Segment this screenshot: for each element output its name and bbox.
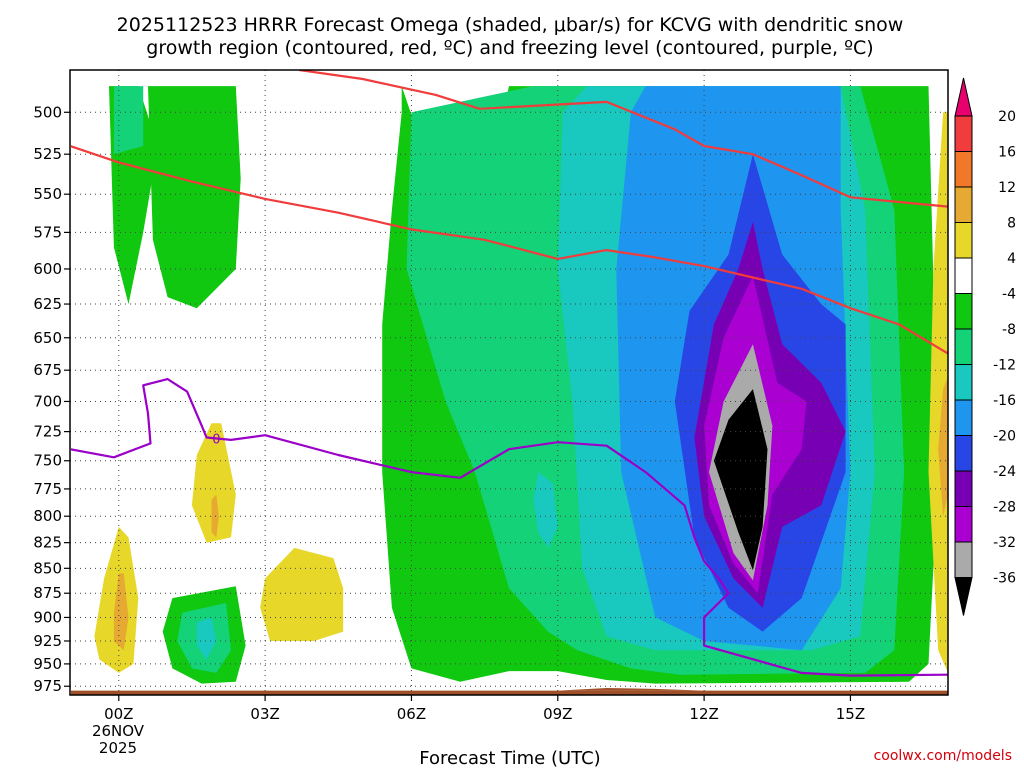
- terrain-strip: [71, 690, 948, 695]
- chart-title-line-1: 2025112523 HRRR Forecast Omega (shaded, …: [117, 14, 904, 36]
- y-tick-label-15: 875: [33, 584, 62, 602]
- y-tick-label-9: 725: [33, 423, 62, 441]
- omega-region-20: [260, 547, 344, 641]
- y-tick-label-6: 650: [33, 329, 62, 347]
- colorbar-label-5: -4: [1002, 287, 1016, 303]
- x-tick-label-1: 03Z: [250, 705, 279, 723]
- grid-lines: [70, 70, 948, 695]
- x-tick-label-2: 06Z: [397, 705, 426, 723]
- terrain-bump: [557, 688, 705, 691]
- credit: coolwx.com/models: [874, 748, 1012, 764]
- y-tick-label-10: 750: [33, 452, 62, 470]
- omega-region-22: [938, 376, 948, 517]
- plot-frame: [69, 69, 949, 696]
- omega-region-4: [113, 86, 144, 155]
- y-tick-label-19: 975: [33, 677, 62, 695]
- y-tick-label-16: 900: [33, 608, 62, 626]
- y-tick-label-4: 600: [33, 260, 62, 278]
- colorbar-label-12: -32: [993, 535, 1016, 551]
- colorbar-label-4: 4: [1007, 251, 1016, 267]
- y-tick-label-8: 700: [33, 392, 62, 410]
- x-date-line-2: 2025: [99, 739, 137, 757]
- colorbar-swatch-12: [954, 506, 973, 543]
- y-tick-label-11: 775: [33, 480, 62, 498]
- chart-title-line-2: growth region (contoured, red, ºC) and f…: [146, 37, 873, 59]
- colorbar-swatch-14: [954, 577, 973, 616]
- colorbar-label-1: 16: [998, 145, 1016, 161]
- colorbar-label-8: -16: [993, 393, 1016, 409]
- y-axis: 500 525 550 575 600 625 650 675 700 725 750 775 800 8…: [33, 103, 70, 695]
- y-tick-label-17: 925: [33, 632, 62, 650]
- colorbar-label-2: 12: [998, 180, 1016, 196]
- colorbar-swatch-0: [954, 77, 973, 117]
- colorbar-label-0: 20: [998, 109, 1016, 125]
- omega-region-15: [713, 389, 768, 571]
- colorbar-swatch-11: [954, 470, 973, 507]
- colorbar: 20 16 12 8 4 -4 -8 -12 -16 -20 -24 -28 -32 -36: [954, 77, 1016, 616]
- colorbar-label-6: -8: [1002, 322, 1016, 338]
- colorbar-swatch-9: [954, 399, 973, 436]
- freezing-level-label: 0: [212, 433, 220, 448]
- omega-shading: [94, 86, 948, 684]
- colorbar-label-11: -28: [993, 500, 1016, 516]
- y-tick-label-18: 950: [33, 655, 62, 673]
- y-tick-label-13: 825: [33, 534, 62, 552]
- colorbar-swatch-5: [954, 257, 973, 294]
- colorbar-label-10: -24: [993, 464, 1016, 480]
- y-tick-label-3: 575: [33, 223, 62, 241]
- contour-line-2: [71, 378, 948, 677]
- colorbar-label-7: -12: [993, 358, 1016, 374]
- contour-line-0: [299, 70, 948, 208]
- y-tick-label-5: 625: [33, 295, 62, 313]
- x-tick-label-3: 09Z: [543, 705, 572, 723]
- colorbar-label-3: 8: [1007, 216, 1016, 232]
- colorbar-swatch-4: [954, 222, 973, 259]
- omega-region-8: [533, 472, 558, 548]
- colorbar-swatch-3: [954, 186, 973, 223]
- x-tick-label-0: 00Z: [104, 705, 133, 723]
- y-tick-label-14: 850: [33, 559, 62, 577]
- omega-region-17: [113, 573, 129, 651]
- colorbar-swatch-13: [954, 541, 973, 578]
- omega-region-1: [148, 86, 241, 309]
- x-tick-label-4: 12Z: [689, 705, 718, 723]
- y-tick-label-1: 525: [33, 145, 62, 163]
- contour-line-1: [71, 145, 948, 355]
- omega-region-21: [928, 112, 948, 673]
- omega-region-18: [191, 423, 236, 543]
- x-date-line-1: 26NOV: [92, 722, 145, 740]
- colorbar-swatch-1: [954, 115, 973, 152]
- colorbar-swatch-8: [954, 364, 973, 401]
- contour-lines: [71, 70, 948, 677]
- y-tick-label-12: 800: [33, 507, 62, 525]
- y-tick-label-0: 500: [33, 103, 62, 121]
- x-axis: 00Z 03Z 06Z 09Z 12Z 15Z: [104, 695, 865, 723]
- colorbar-swatch-7: [954, 328, 973, 365]
- y-tick-label-2: 550: [33, 185, 62, 203]
- x-axis-label: Forecast Time (UTC): [419, 748, 600, 768]
- x-tick-label-5: 15Z: [836, 705, 865, 723]
- colorbar-swatch-10: [954, 435, 973, 472]
- colorbar-swatch-6: [954, 293, 973, 330]
- colorbar-swatch-2: [954, 151, 973, 188]
- colorbar-label-9: -20: [993, 429, 1016, 445]
- y-tick-label-7: 675: [33, 361, 62, 379]
- omega-region-9: [196, 617, 217, 660]
- colorbar-label-13: -36: [993, 571, 1016, 587]
- terrain: [71, 688, 948, 695]
